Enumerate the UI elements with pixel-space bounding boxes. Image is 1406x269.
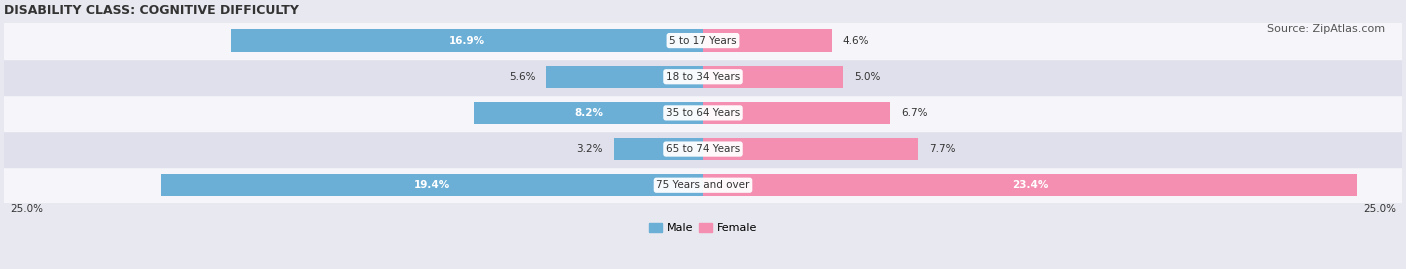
Text: 35 to 64 Years: 35 to 64 Years (666, 108, 740, 118)
Bar (703, 29, 831, 52)
Bar (613, 138, 703, 160)
Text: 6.7%: 6.7% (901, 108, 928, 118)
Bar (4, 95, 1402, 131)
Text: 65 to 74 Years: 65 to 74 Years (666, 144, 740, 154)
Text: 18 to 34 Years: 18 to 34 Years (666, 72, 740, 82)
Bar (4, 167, 1402, 203)
Text: 8.2%: 8.2% (574, 108, 603, 118)
Text: 3.2%: 3.2% (576, 144, 602, 154)
Bar (474, 102, 703, 124)
Bar (703, 102, 890, 124)
Text: 5.6%: 5.6% (509, 72, 536, 82)
Bar (4, 131, 1402, 167)
Bar (4, 23, 1402, 59)
Text: 5.0%: 5.0% (853, 72, 880, 82)
Bar (231, 29, 703, 52)
Legend: Male, Female: Male, Female (644, 218, 762, 238)
Text: 5 to 17 Years: 5 to 17 Years (669, 36, 737, 45)
Text: DISABILITY CLASS: COGNITIVE DIFFICULTY: DISABILITY CLASS: COGNITIVE DIFFICULTY (4, 4, 299, 17)
Text: 75 Years and over: 75 Years and over (657, 180, 749, 190)
Text: 25.0%: 25.0% (10, 204, 42, 214)
Text: 19.4%: 19.4% (413, 180, 450, 190)
Bar (703, 66, 842, 88)
Bar (703, 138, 918, 160)
Text: 25.0%: 25.0% (1364, 204, 1396, 214)
Bar (547, 66, 703, 88)
Text: 4.6%: 4.6% (842, 36, 869, 45)
Text: 23.4%: 23.4% (1012, 180, 1049, 190)
Text: Source: ZipAtlas.com: Source: ZipAtlas.com (1267, 24, 1385, 34)
Bar (703, 174, 1357, 196)
Text: 16.9%: 16.9% (449, 36, 485, 45)
Bar (160, 174, 703, 196)
Text: 7.7%: 7.7% (929, 144, 956, 154)
Bar (4, 59, 1402, 95)
